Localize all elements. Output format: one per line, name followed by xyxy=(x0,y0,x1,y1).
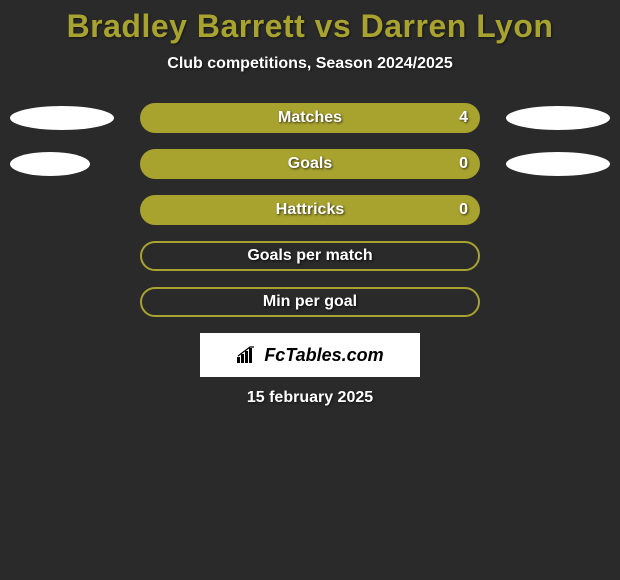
stat-bar: Goals 0 xyxy=(140,149,480,179)
stat-value-right: 0 xyxy=(459,201,468,219)
ellipse-left xyxy=(10,106,114,130)
stat-value-right: 4 xyxy=(459,109,468,127)
stat-bar: Goals per match xyxy=(140,241,480,271)
bar-chart-icon xyxy=(236,346,258,364)
stat-row: Min per goal xyxy=(0,287,620,317)
stat-bar: Hattricks 0 xyxy=(140,195,480,225)
stat-value-right: 0 xyxy=(459,155,468,173)
stat-label: Min per goal xyxy=(263,293,357,311)
stat-bar: Matches 4 xyxy=(140,103,480,133)
logo-box: FcTables.com xyxy=(200,333,420,377)
stat-label: Goals per match xyxy=(247,247,372,265)
stat-bar: Min per goal xyxy=(140,287,480,317)
stat-row: Goals 0 xyxy=(0,149,620,179)
ellipse-right xyxy=(506,152,610,176)
logo-text: FcTables.com xyxy=(264,345,383,366)
subtitle: Club competitions, Season 2024/2025 xyxy=(0,55,620,73)
stats-area: Matches 4 Goals 0 Hattricks 0 Goals per match M… xyxy=(0,103,620,317)
stat-row: Matches 4 xyxy=(0,103,620,133)
page-title: Bradley Barrett vs Darren Lyon xyxy=(0,8,620,45)
stat-row: Goals per match xyxy=(0,241,620,271)
stat-label: Goals xyxy=(288,155,332,173)
date-text: 15 february 2025 xyxy=(0,389,620,407)
comparison-infographic: Bradley Barrett vs Darren Lyon Club comp… xyxy=(0,0,620,407)
stat-label: Hattricks xyxy=(276,201,344,219)
stat-label: Matches xyxy=(278,109,342,127)
stat-row: Hattricks 0 xyxy=(0,195,620,225)
ellipse-left xyxy=(10,152,90,176)
ellipse-right xyxy=(506,106,610,130)
